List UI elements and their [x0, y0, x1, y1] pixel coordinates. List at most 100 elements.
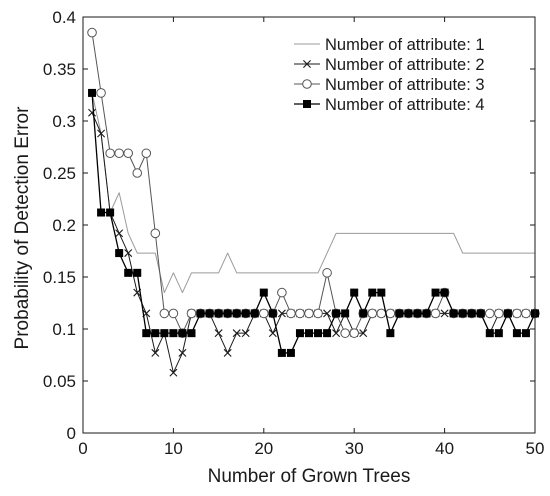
- data-point: [313, 308, 323, 319]
- data-point: [494, 308, 504, 319]
- data-point: [196, 309, 205, 318]
- data-point: [114, 148, 124, 159]
- data-point: [214, 309, 223, 318]
- data-point: [368, 288, 377, 297]
- data-point: [178, 329, 187, 338]
- data-point: [295, 308, 305, 319]
- x-tick-label: 30: [345, 439, 364, 458]
- data-point: [359, 309, 368, 318]
- data-point: [322, 268, 332, 278]
- x-tick-label: 50: [526, 439, 545, 458]
- data-point: [214, 329, 223, 338]
- data-point: [151, 329, 160, 338]
- legend-marker: [302, 79, 312, 89]
- data-point: [286, 348, 295, 357]
- y-tick-label: 0.15: [43, 268, 76, 287]
- data-point: [458, 309, 467, 318]
- data-point: [332, 309, 341, 318]
- data-point: [277, 287, 287, 298]
- legend-item-4: Number of attribute: 4: [294, 96, 485, 114]
- legend-label: Number of attribute: 3: [325, 76, 485, 94]
- y-tick-label: 0.05: [43, 372, 76, 391]
- y-tick-label: 0.3: [52, 112, 76, 131]
- data-point: [512, 308, 522, 319]
- data-point: [277, 348, 286, 357]
- data-point: [205, 309, 214, 318]
- data-point: [314, 329, 323, 338]
- data-point: [133, 268, 142, 277]
- data-point: [467, 309, 476, 318]
- data-point: [485, 329, 494, 338]
- data-point: [105, 148, 115, 159]
- data-point: [106, 208, 115, 217]
- data-point: [431, 288, 440, 297]
- data-point: [359, 329, 368, 338]
- y-tick-label: 0.1: [52, 320, 76, 339]
- legend-label: Number of attribute: 2: [325, 56, 485, 74]
- legend-label: Number of attribute: 4: [325, 96, 485, 114]
- data-point: [132, 168, 143, 178]
- data-point: [367, 308, 378, 319]
- data-point: [286, 308, 296, 319]
- y-tick-label: 0.2: [52, 216, 76, 235]
- data-point: [186, 308, 197, 319]
- legend-item-1: Number of attribute: 1: [294, 36, 485, 54]
- data-point: [295, 329, 304, 338]
- data-point: [151, 348, 160, 357]
- data-point: [115, 249, 124, 258]
- data-point: [168, 308, 179, 319]
- y-tick-label: 0.4: [52, 8, 76, 27]
- data-point: [494, 329, 503, 338]
- x-axis-title: Number of Grown Trees: [208, 466, 411, 487]
- data-point: [232, 309, 241, 318]
- data-point: [512, 329, 521, 338]
- data-point: [268, 309, 277, 318]
- data-point: [160, 329, 169, 338]
- data-point: [115, 229, 124, 238]
- data-point: [96, 88, 106, 98]
- data-point: [150, 228, 161, 239]
- x-tick-label: 0: [78, 439, 87, 458]
- legend-item-2: Number of attribute: 2: [294, 56, 485, 74]
- data-point: [386, 329, 395, 338]
- legend-marker: [303, 100, 311, 108]
- data-point: [232, 329, 241, 338]
- data-point: [449, 309, 458, 318]
- data-point: [323, 309, 332, 318]
- data-point: [169, 368, 178, 377]
- data-point: [521, 308, 531, 319]
- data-point: [305, 329, 313, 338]
- data-point: [404, 309, 413, 318]
- data-point: [241, 329, 250, 338]
- data-point: [178, 348, 187, 357]
- data-point: [304, 308, 314, 319]
- data-point: [440, 309, 449, 318]
- x-tick-label: 10: [164, 439, 183, 458]
- legend-label: Number of attribute: 1: [325, 36, 485, 54]
- data-point: [123, 148, 133, 159]
- data-point: [413, 309, 422, 318]
- data-point: [97, 208, 106, 217]
- data-point: [349, 328, 360, 338]
- data-point: [485, 308, 495, 319]
- data-point: [277, 309, 286, 318]
- series-1-line: [91, 92, 535, 294]
- data-point: [124, 268, 133, 277]
- y-axis-title: Probability of Detection Error: [12, 106, 33, 350]
- data-point: [521, 329, 530, 338]
- data-point: [422, 309, 431, 318]
- x-tick-label: 40: [435, 439, 454, 458]
- data-point: [476, 309, 485, 318]
- data-point: [341, 309, 350, 318]
- data-point: [376, 308, 387, 319]
- data-point: [97, 129, 106, 138]
- data-point: [340, 328, 350, 338]
- data-point: [259, 288, 268, 297]
- data-point: [169, 329, 178, 338]
- data-point: [142, 329, 151, 338]
- legend: Number of attribute: 1 Number of attribut…: [294, 36, 485, 114]
- data-point: [223, 348, 232, 357]
- data-point: [332, 329, 341, 338]
